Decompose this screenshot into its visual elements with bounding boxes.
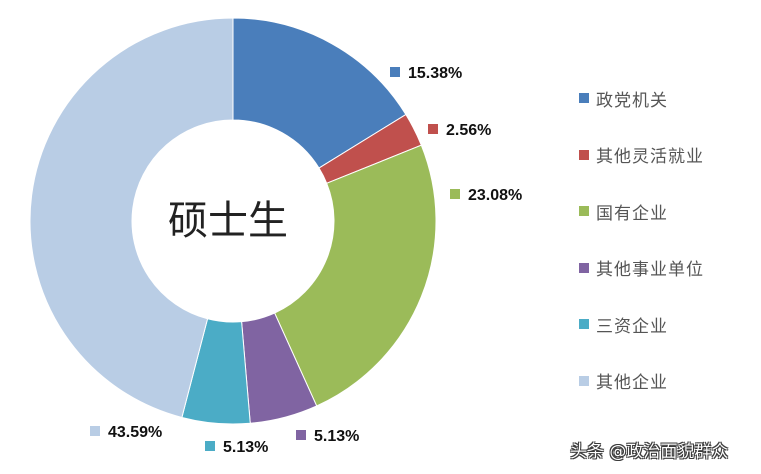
legend-label: 三资企业 [596, 316, 668, 337]
legend: 政党机关 其他灵活就业 国有企业 其他事业单位 三资企业 其他企业 [579, 70, 704, 409]
label-swatch-icon [450, 189, 460, 199]
label-swatch-icon [390, 67, 400, 77]
percentage-label: 5.13% [223, 439, 268, 456]
donut-segments [29, 17, 437, 425]
percentage-label: 5.13% [314, 428, 359, 445]
donut-segment [273, 144, 437, 407]
legend-label: 政党机关 [596, 90, 668, 111]
legend-item-other-enterprises: 其他企业 [579, 353, 704, 410]
legend-swatch-icon [579, 206, 589, 217]
percentage-label: 2.56% [446, 122, 491, 139]
watermark: 头条 @政治面貌群众 [570, 442, 729, 462]
legend-swatch-icon [579, 375, 589, 386]
legend-item-flexible-employment: 其他灵活就业 [579, 127, 704, 184]
percentage-labels: 15.38% 2.56% 23.08% 5.13% 5.13% 43.59% [90, 65, 522, 456]
legend-label: 国有企业 [596, 203, 668, 224]
label-swatch-icon [428, 124, 438, 134]
legend-item-state-owned: 国有企业 [579, 183, 704, 240]
label-swatch-icon [90, 426, 100, 436]
legend-swatch-icon [579, 319, 589, 330]
percentage-label: 43.59% [108, 424, 162, 441]
percentage-label: 15.38% [408, 65, 462, 82]
legend-label: 其他灵活就业 [596, 147, 704, 168]
legend-swatch-icon [579, 262, 589, 273]
label-swatch-icon [205, 441, 215, 451]
legend-swatch-icon [579, 149, 589, 160]
percentage-label: 23.08% [468, 187, 522, 204]
legend-item-party-gov: 政党机关 [579, 70, 704, 127]
center-label: 硕士生 [168, 198, 288, 244]
legend-item-public-institutions: 其他事业单位 [579, 240, 704, 297]
donut-segment [29, 17, 234, 419]
legend-item-foreign-enterprises: 三资企业 [579, 296, 704, 353]
label-swatch-icon [296, 430, 306, 440]
donut-segment [232, 17, 407, 169]
legend-label: 其他事业单位 [596, 260, 704, 281]
legend-swatch-icon [579, 93, 589, 104]
legend-label: 其他企业 [596, 373, 668, 394]
